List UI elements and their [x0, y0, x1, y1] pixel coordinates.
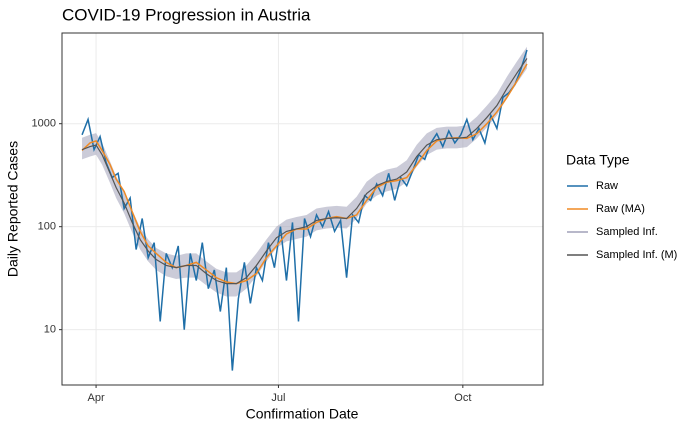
legend-label: Sampled Inf. (M)	[596, 249, 677, 261]
y-axis-title: Daily Reported Cases	[5, 141, 21, 277]
plot-border	[61, 32, 544, 386]
y-tick-label: 1000	[32, 118, 56, 130]
y-tick-label: 100	[38, 221, 56, 233]
x-axis-title: Confirmation Date	[246, 406, 359, 422]
legend-label: Raw	[596, 180, 618, 192]
plot-background	[62, 33, 543, 385]
legend-label: Raw (MA)	[596, 203, 645, 215]
chart-title: COVID-19 Progression in Austria	[62, 5, 311, 24]
x-tick-label: Oct	[454, 392, 471, 404]
series-line	[81, 58, 528, 285]
x-tick-label: Apr	[88, 392, 105, 404]
x-tick-label: Jul	[271, 392, 285, 404]
legend-title: Data Type	[566, 152, 630, 168]
y-tick-label: 10	[44, 324, 56, 336]
legend-label: Sampled Inf.	[596, 226, 658, 238]
